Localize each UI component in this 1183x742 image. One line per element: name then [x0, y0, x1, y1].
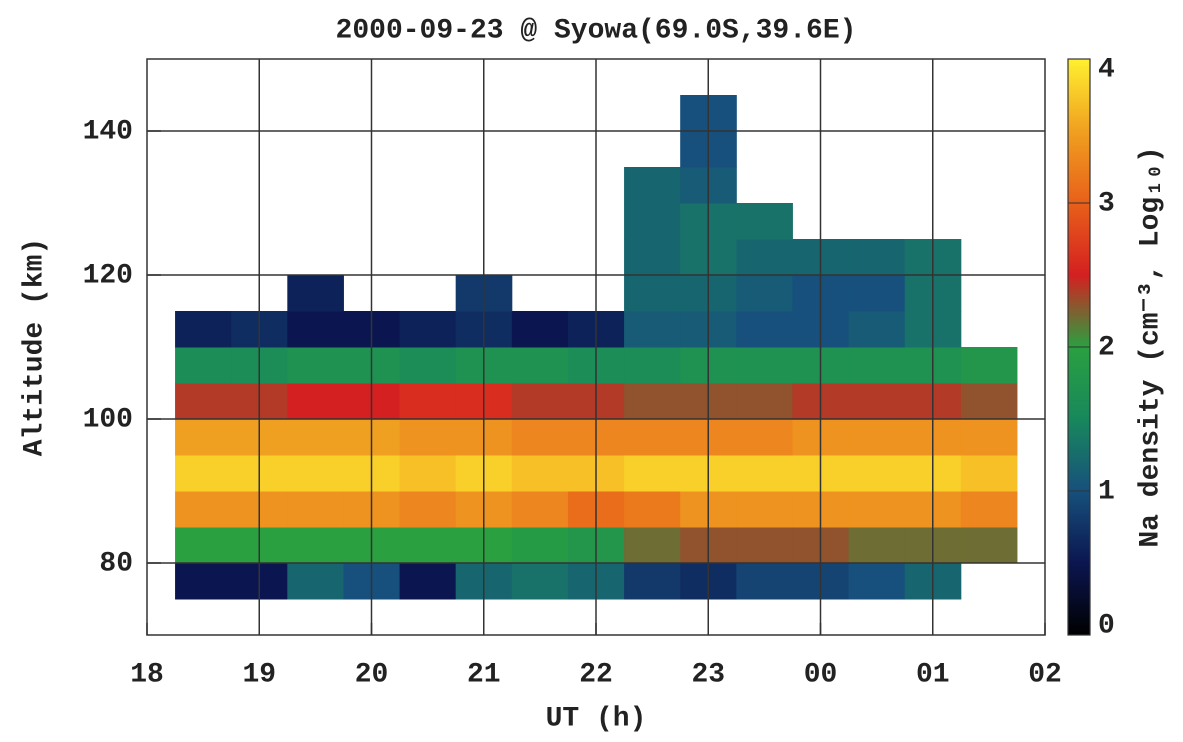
x-tick-label: 18: [130, 659, 164, 690]
heatmap-cell: [736, 347, 793, 384]
heatmap-cell: [175, 419, 232, 456]
x-tick-label: 23: [691, 659, 725, 690]
heatmap-cell: [175, 383, 232, 420]
y-tick-label: 80: [99, 548, 133, 579]
y-tick-label: 100: [83, 404, 133, 435]
heatmap-cell: [399, 491, 457, 528]
heatmap-cell: [287, 491, 344, 528]
heatmap-cell: [175, 563, 232, 600]
heatmap-cell: [175, 491, 232, 528]
chart-title: 2000-09-23 @ Syowa(69.0S,39.6E): [336, 15, 857, 46]
heatmap-cell: [175, 311, 232, 348]
heatmap-cell: [399, 527, 457, 564]
colorbar-label: Na density (cm⁻³, Log₁₀): [1135, 146, 1166, 547]
heatmap-cell: [736, 311, 793, 348]
x-tick-label: 20: [355, 659, 389, 690]
heatmap-cell: [287, 419, 344, 456]
heatmap-cell: [175, 527, 232, 564]
heatmap-cell: [736, 203, 793, 240]
heatmap-cell: [960, 491, 1018, 528]
heatmap-cell: [624, 239, 681, 276]
heatmap-cell: [736, 491, 793, 528]
heatmap-cell: [287, 563, 344, 600]
heatmap-cell: [848, 383, 906, 420]
heatmap-cell: [624, 383, 681, 420]
heatmap-cell: [624, 419, 681, 456]
heatmap-cell: [624, 563, 681, 600]
heatmap-cell: [848, 311, 906, 348]
heatmap-cell: [511, 311, 569, 348]
heatmap-cell: [511, 455, 569, 492]
heatmap-cell: [287, 455, 344, 492]
heatmap-cell: [848, 239, 906, 276]
colorbar-tick-label: 2: [1098, 332, 1115, 363]
heatmap-cell: [287, 275, 344, 312]
x-tick-label: 02: [1028, 659, 1062, 690]
heatmap-cell: [511, 527, 569, 564]
y-tick-label: 120: [83, 260, 133, 291]
heatmap-cell: [399, 455, 457, 492]
heatmap-cell: [175, 455, 232, 492]
colorbar-tick-label: 4: [1098, 54, 1115, 85]
heatmap-cell: [848, 563, 906, 600]
heatmap-cell: [848, 347, 906, 384]
heatmap-cell: [287, 527, 344, 564]
heatmap-cell: [624, 455, 681, 492]
heatmap-cell: [848, 527, 906, 564]
heatmap-cell: [624, 491, 681, 528]
heatmap-cell: [960, 527, 1018, 564]
heatmap-cell: [960, 347, 1018, 384]
heatmap-cell: [399, 383, 457, 420]
heatmap-cell: [736, 455, 793, 492]
heatmap-cell: [736, 563, 793, 600]
heatmap-cell: [848, 419, 906, 456]
heatmap-cell: [848, 275, 906, 312]
heatmap-cell: [736, 275, 793, 312]
heatmap-cell: [511, 383, 569, 420]
heatmap-cell: [624, 527, 681, 564]
heatmap-cell: [736, 527, 793, 564]
heatmap-cell: [736, 383, 793, 420]
heatmap-cell: [960, 455, 1018, 492]
heatmap-cell: [399, 419, 457, 456]
heatmap-cell: [960, 419, 1018, 456]
heatmap-cell: [624, 347, 681, 384]
heatmap-cell: [736, 239, 793, 276]
heatmap-cell: [511, 491, 569, 528]
axes: 18 19 20 21 22 23 00 01 02 80 100 120 140: [83, 58, 1062, 690]
heatmap-cell: [848, 491, 906, 528]
heatmap-cell: [624, 275, 681, 312]
heatmap-cell: [624, 167, 681, 204]
heatmap-cell: [399, 311, 457, 348]
heatmap-cell: [960, 383, 1018, 420]
heatmap-cell: [399, 347, 457, 384]
heatmap-cell: [511, 347, 569, 384]
heatmap-cell: [287, 347, 344, 384]
heatmap-cell: [511, 563, 569, 600]
x-tick-label: 01: [916, 659, 950, 690]
y-axis-label: Altitude (km): [19, 238, 50, 456]
x-axis-label: UT (h): [546, 703, 647, 734]
heatmap-cell: [736, 419, 793, 456]
x-tick-label: 21: [467, 659, 501, 690]
y-tick-label: 140: [83, 116, 133, 147]
x-tick-label: 19: [242, 659, 276, 690]
plot-frame: [146, 58, 1046, 636]
heatmap-cell: [287, 311, 344, 348]
heatmap-cell: [624, 203, 681, 240]
heatmap-cell: [624, 311, 681, 348]
x-tick-label: 22: [579, 659, 613, 690]
x-tick-label: 00: [804, 659, 838, 690]
heatmap-cell: [399, 563, 457, 600]
heatmap-cell: [848, 455, 906, 492]
heatmap-cell: [511, 419, 569, 456]
colorbar-tick-label: 3: [1098, 188, 1115, 219]
heatmap-cell: [287, 383, 344, 420]
colorbar-tick-label: 0: [1098, 610, 1115, 641]
heatmap-cell: [175, 347, 232, 384]
colorbar-tick-label: 1: [1098, 476, 1115, 507]
